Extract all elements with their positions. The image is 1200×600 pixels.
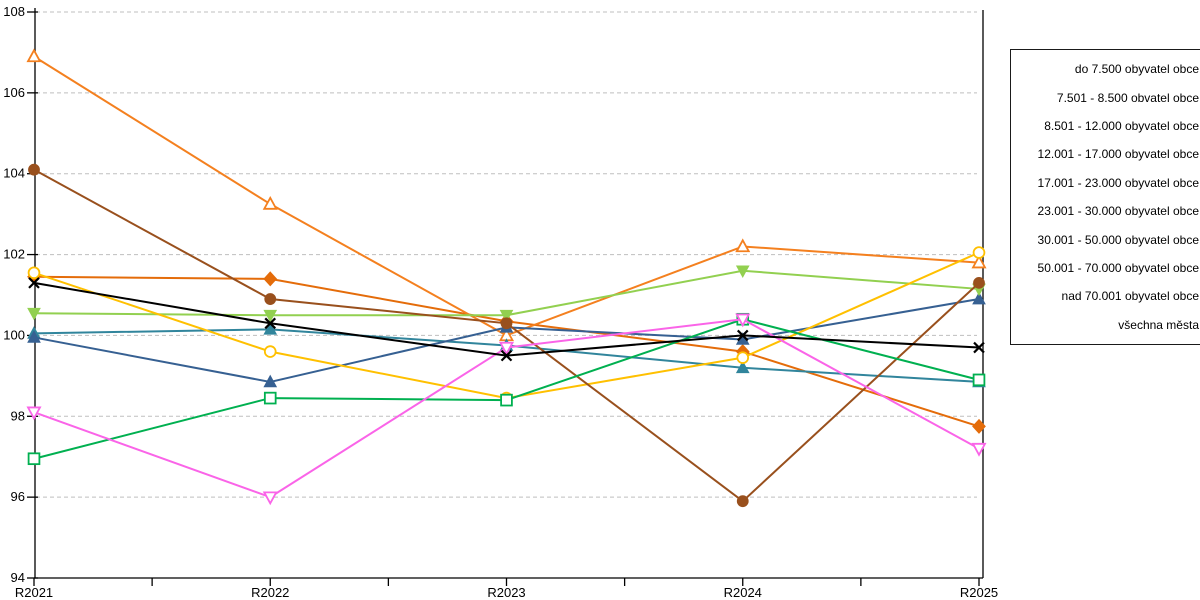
data-point-x	[28, 277, 40, 289]
y-tick-label: 94	[11, 570, 25, 585]
data-point-triangle-up	[263, 322, 278, 335]
data-point-triangle-down	[26, 406, 42, 421]
data-point-triangle-down	[27, 307, 41, 321]
series-line	[33, 55, 980, 337]
data-point-triangle-up	[27, 330, 41, 343]
data-point-x	[973, 341, 985, 354]
data-point-triangle-up	[972, 291, 986, 305]
data-point-circle	[736, 351, 750, 364]
data-point-triangle-up	[971, 254, 987, 269]
data-point-triangle-down	[735, 313, 751, 328]
data-point-circle	[264, 293, 277, 305]
data-point-circle	[972, 246, 986, 259]
data-point-triangle-up	[26, 48, 42, 63]
data-point-triangle-up	[735, 238, 751, 253]
legend-item: 23.001 - 30.000 obyvatel obce	[1037, 204, 1199, 219]
data-point-x	[500, 349, 513, 362]
legend-item: 17.001 - 23.000 obyvatel obce	[1037, 175, 1199, 190]
legend-item: nad 70.001 obyvatel obce	[1061, 289, 1199, 304]
y-tick-label: 104	[3, 166, 25, 181]
y-tick-label: 100	[3, 327, 25, 342]
data-point-triangle-down	[262, 491, 278, 506]
data-point-triangle-down	[971, 442, 987, 457]
data-point-triangle-down	[263, 309, 278, 323]
data-point-square	[972, 373, 986, 387]
legend-item: 30.001 - 50.000 obyvatel obce	[1037, 232, 1199, 247]
x-category-label: R2025	[960, 585, 998, 600]
data-point-triangle-up	[735, 360, 750, 374]
legend-item: všechna města	[1118, 317, 1199, 332]
x-category-label: R2022	[251, 585, 289, 600]
data-point-diamond	[263, 271, 278, 287]
data-point-diamond	[972, 418, 986, 434]
data-point-circle	[973, 276, 985, 289]
y-tick-label: 102	[3, 247, 25, 262]
data-point-triangle-down	[735, 265, 750, 278]
data-point-triangle-down	[499, 309, 514, 323]
x-category-label: R2023	[487, 585, 525, 600]
data-point-circle	[263, 345, 277, 358]
y-tick-label: 96	[11, 489, 25, 504]
data-point-square	[500, 393, 513, 407]
data-point-x	[736, 329, 749, 342]
x-category-label: R2021	[15, 585, 53, 600]
data-point-circle	[500, 317, 513, 330]
x-category-label: R2024	[724, 585, 762, 600]
data-point-circle	[736, 495, 749, 508]
legend-item: do 7.500 obyvatel obce	[1074, 62, 1199, 77]
legend-item: 12.001 - 17.000 obyvatel obce	[1037, 147, 1199, 162]
y-tick-label: 108	[3, 4, 25, 19]
data-point-circle	[27, 266, 41, 280]
legend-item: 7.501 - 8.500 obvatel obce	[1056, 90, 1199, 105]
data-point-x	[264, 317, 277, 330]
data-point-square	[263, 391, 277, 405]
chart-legend: do 7.500 obyvatel obce 7.501 - 8.500 obva…	[1010, 49, 1200, 345]
data-point-triangle-up	[263, 374, 278, 388]
legend-item: 50.001 - 70.000 obyvatel obce	[1037, 260, 1199, 275]
data-point-circle	[28, 163, 40, 176]
data-point-square	[27, 452, 41, 466]
legend-item: 8.501 - 12.000 obyvatel obce	[1044, 118, 1199, 133]
y-tick-label: 106	[3, 85, 25, 100]
data-point-triangle-up	[262, 195, 278, 210]
y-tick-label: 98	[11, 408, 25, 423]
data-point-triangle-down	[498, 341, 515, 356]
